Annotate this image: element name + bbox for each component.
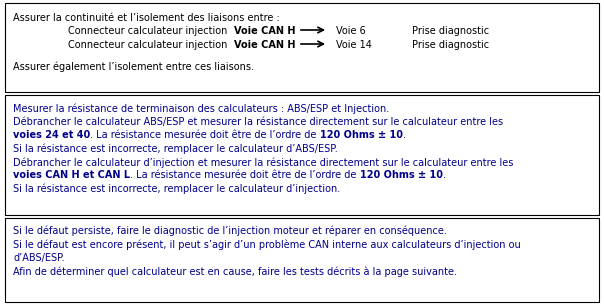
Text: Voie 6: Voie 6 bbox=[336, 26, 366, 36]
Text: Si la résistance est incorrecte, remplacer le calculateur d’injection.: Si la résistance est incorrecte, remplac… bbox=[13, 184, 340, 195]
Text: Mesurer la résistance de terminaison des calculateurs : ABS/ESP et Injection.: Mesurer la résistance de terminaison des… bbox=[13, 103, 389, 113]
Text: . La résistance mesurée doit être de l’ordre de: . La résistance mesurée doit être de l’o… bbox=[90, 130, 320, 140]
Text: Afin de déterminer quel calculateur est en cause, faire les tests décrits à la p: Afin de déterminer quel calculateur est … bbox=[13, 267, 457, 277]
Text: d’ABS/ESP.: d’ABS/ESP. bbox=[13, 253, 65, 263]
Text: Débrancher le calculateur d’injection et mesurer la résistance directement sur l: Débrancher le calculateur d’injection et… bbox=[13, 157, 513, 167]
Text: Si la résistance est incorrecte, remplacer le calculateur d’ABS/ESP.: Si la résistance est incorrecte, remplac… bbox=[13, 143, 338, 154]
Text: . La résistance mesurée doit être de l’ordre de: . La résistance mesurée doit être de l’o… bbox=[130, 170, 359, 181]
Text: 120 Ohms ± 10: 120 Ohms ± 10 bbox=[320, 130, 403, 140]
Text: Si le défaut est encore présent, il peut s’agir d’un problème CAN interne aux ca: Si le défaut est encore présent, il peut… bbox=[13, 239, 521, 250]
Text: Voie CAN H: Voie CAN H bbox=[234, 26, 295, 36]
Text: voies 24 et 40: voies 24 et 40 bbox=[13, 130, 90, 140]
Text: Prise diagnostic: Prise diagnostic bbox=[412, 40, 489, 50]
Text: 120 Ohms ± 10: 120 Ohms ± 10 bbox=[359, 170, 443, 181]
Text: Connecteur calculateur injection: Connecteur calculateur injection bbox=[68, 40, 227, 50]
Bar bbox=[5, 95, 599, 215]
Text: .: . bbox=[443, 170, 446, 181]
Text: Voie 14: Voie 14 bbox=[336, 40, 372, 50]
Text: Voie CAN H: Voie CAN H bbox=[234, 40, 295, 50]
Text: Connecteur calculateur injection: Connecteur calculateur injection bbox=[68, 26, 227, 36]
Text: .: . bbox=[403, 130, 406, 140]
Text: Assurer la continuité et l’isolement des liaisons entre :: Assurer la continuité et l’isolement des… bbox=[13, 13, 280, 23]
Bar bbox=[5, 218, 599, 302]
Text: Prise diagnostic: Prise diagnostic bbox=[412, 26, 489, 36]
Bar bbox=[5, 3, 599, 92]
Text: Si le défaut persiste, faire le diagnostic de l’injection moteur et réparer en c: Si le défaut persiste, faire le diagnost… bbox=[13, 226, 447, 236]
Text: Débrancher le calculateur ABS/ESP et mesurer la résistance directement sur le ca: Débrancher le calculateur ABS/ESP et mes… bbox=[13, 117, 503, 127]
Text: voies CAN H et CAN L: voies CAN H et CAN L bbox=[13, 170, 130, 181]
Text: Assurer également l’isolement entre ces liaisons.: Assurer également l’isolement entre ces … bbox=[13, 61, 254, 71]
